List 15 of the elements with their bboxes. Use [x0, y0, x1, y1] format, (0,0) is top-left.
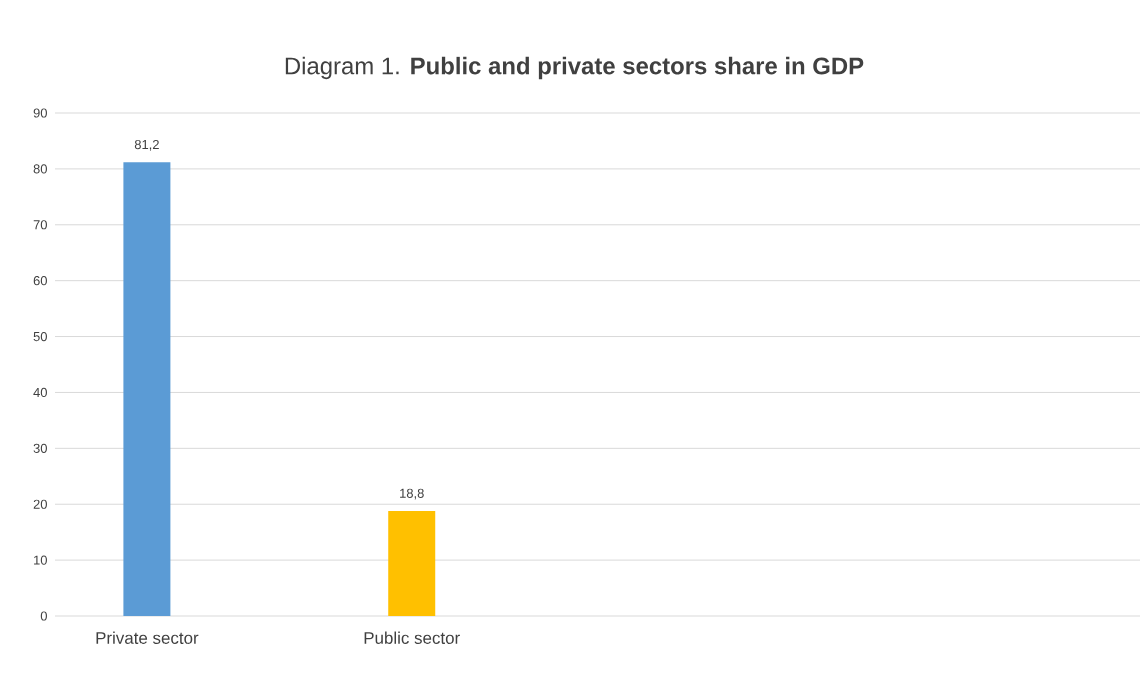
- y-tick-label: 50: [33, 331, 47, 342]
- y-tick-label: 40: [33, 387, 47, 398]
- x-tick-label: Public sector: [364, 631, 460, 644]
- y-tick-label: 30: [33, 443, 47, 453]
- y-tick-label: 0: [40, 611, 47, 621]
- y-tick-label: 80: [33, 164, 47, 174]
- chart-title: Diagram 1. Public and private sectors share in GDP: [285, 56, 864, 80]
- x-tick-label: Private sector: [96, 631, 199, 644]
- y-tick-label: 60: [33, 276, 47, 286]
- data-label: 81,2: [134, 139, 159, 151]
- y-tick-label: 90: [33, 108, 47, 118]
- y-tick-label: 10: [34, 555, 47, 565]
- y-tick-label: 20: [33, 499, 47, 509]
- y-tick-label: 70: [33, 220, 47, 230]
- data-label: 18,8: [400, 488, 424, 500]
